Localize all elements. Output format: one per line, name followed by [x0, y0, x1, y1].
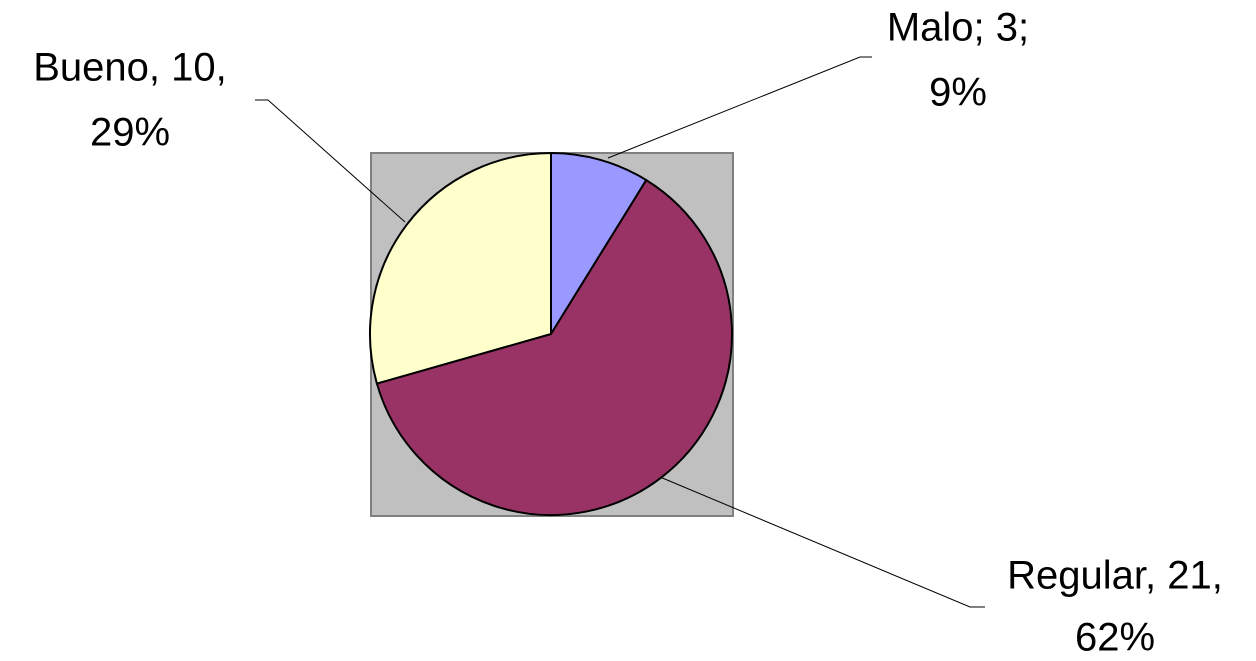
leader-line	[607, 56, 872, 159]
data-label: 62%	[1075, 616, 1155, 660]
pie-slice	[375, 178, 733, 517]
pie-slice	[550, 151, 648, 338]
pie-slice	[369, 151, 552, 385]
data-label: Malo; 3;	[887, 6, 1029, 50]
data-label: 9%	[929, 71, 987, 115]
leader-line	[255, 99, 406, 223]
data-label: Bueno, 10,	[33, 46, 227, 90]
data-label: 29%	[90, 111, 170, 155]
data-label: Regular, 21,	[1007, 554, 1223, 598]
leader-line	[659, 476, 985, 608]
